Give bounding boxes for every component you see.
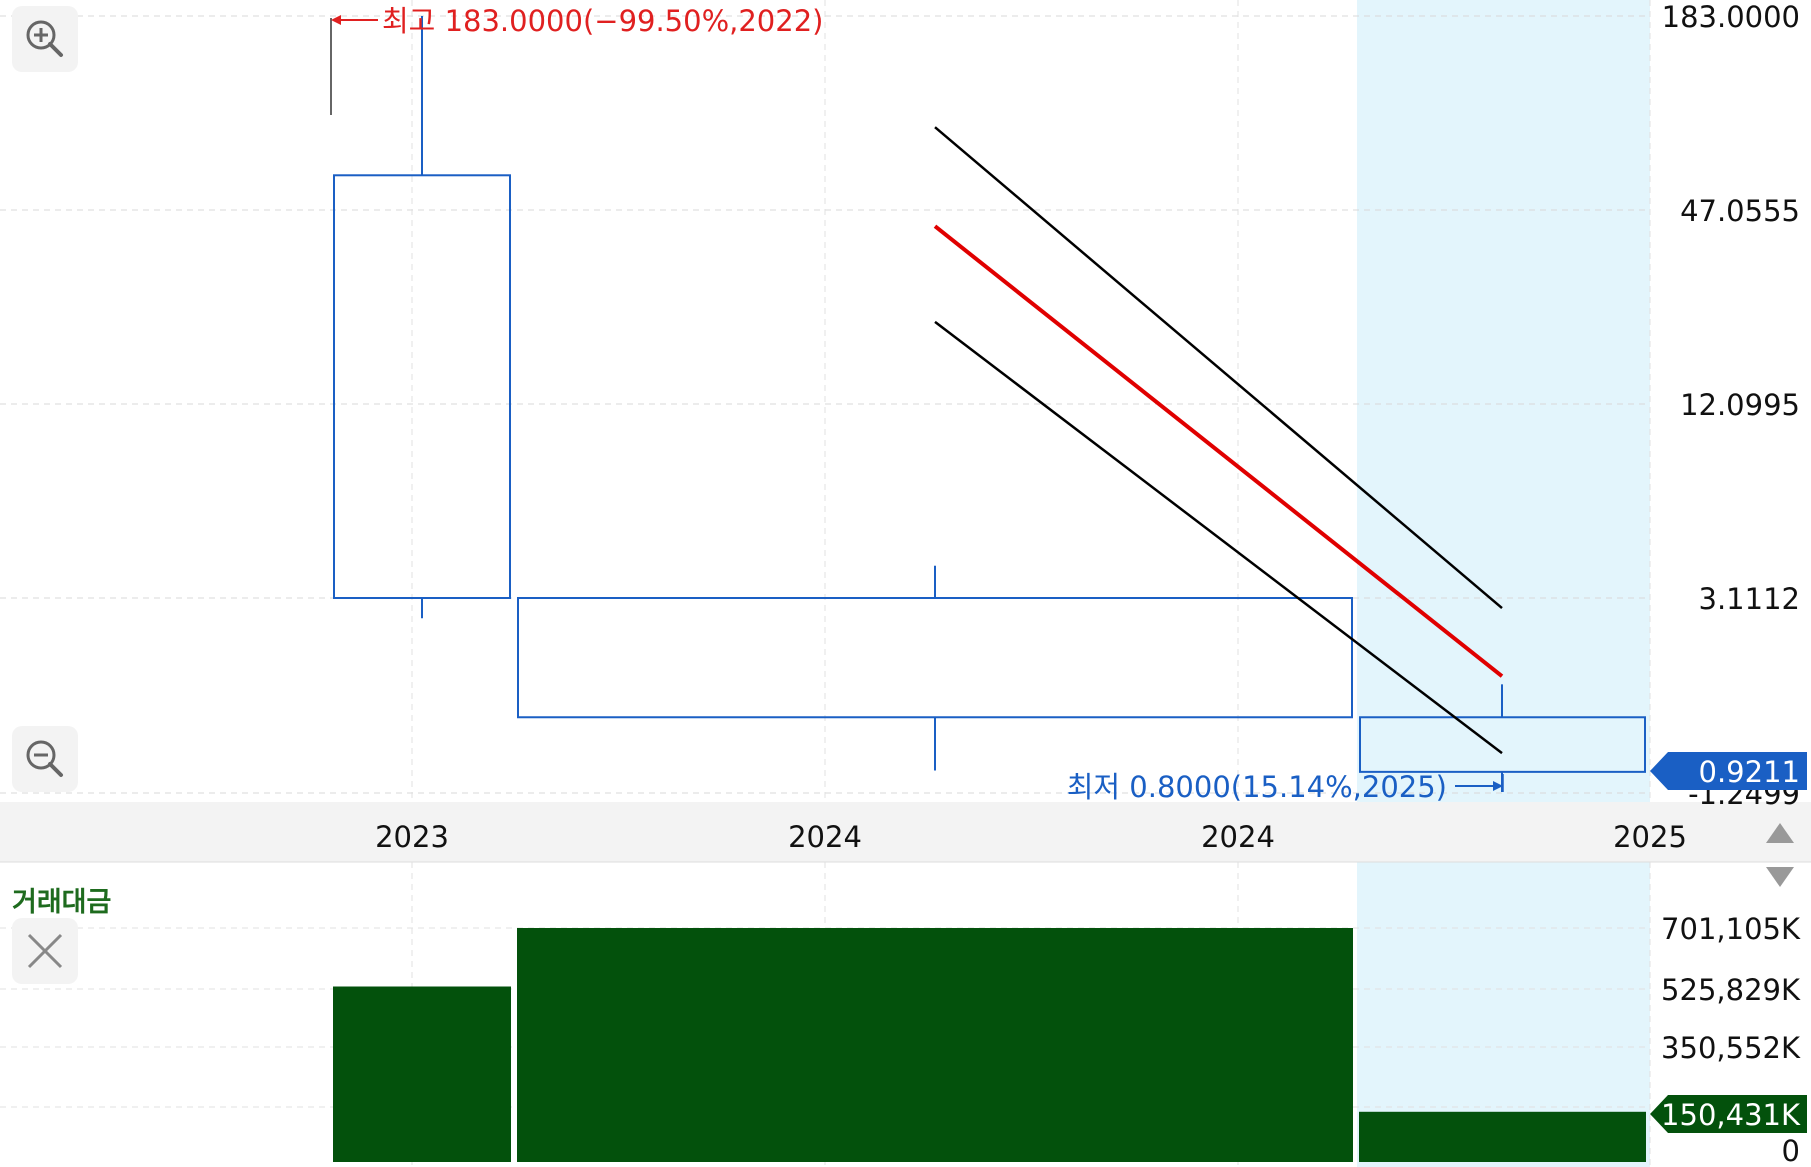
channel-line-lower: [934, 320, 1503, 755]
high-arrow-head: [331, 15, 341, 25]
x-tick-label: 2025: [1613, 820, 1687, 854]
axis-labels: 183.000047.055512.09953.1112-1.24990.921…: [375, 0, 1807, 1167]
period-highlight-price: [1357, 0, 1650, 802]
low-arrow-head: [1493, 781, 1503, 791]
price-tick-label: 12.0995: [1680, 388, 1800, 422]
volume-panel: [333, 928, 1646, 1162]
x-axis-strip: [0, 802, 1811, 862]
channel-line-middle: [933, 224, 1504, 678]
up-down-arrows-icon: [1766, 823, 1794, 887]
volume-tick-label: 525,829K: [1661, 973, 1801, 1007]
candle-body: [517, 597, 1353, 719]
volume-panel-title: 거래대금: [12, 887, 112, 918]
axis-scroll-control[interactable]: [1760, 815, 1800, 895]
zoom-out-button[interactable]: [12, 726, 78, 792]
channel-line-upper: [934, 126, 1503, 609]
magnifier-minus-icon: [26, 740, 63, 777]
price-tick-label: 183.0000: [1662, 0, 1800, 34]
annotations: 최고 183.0000(−99.50%,2022) 최저 0.8000(15.14…: [330, 4, 1504, 804]
magnifier-plus-icon: [26, 20, 63, 57]
x-tick-label: 2023: [375, 820, 449, 854]
close-x-icon: [27, 933, 63, 969]
volume-bar: [1359, 1111, 1646, 1162]
low-annotation: 최저 0.8000(15.14%,2025): [1067, 770, 1447, 804]
volume-bar: [333, 986, 511, 1162]
volume-tick-label: 701,105K: [1661, 912, 1801, 946]
price-tick-label: 3.1112: [1699, 582, 1800, 616]
volume-tick-label: 0: [1782, 1134, 1800, 1167]
x-tick-label: 2024: [1201, 820, 1275, 854]
volume-tick-label: 350,552K: [1661, 1031, 1801, 1065]
x-tick-label: 2024: [788, 820, 862, 854]
price-panel: [333, 16, 1646, 792]
price-tick-label: 47.0555: [1680, 194, 1800, 228]
current-volume-badge: [1650, 1095, 1807, 1133]
current-volume-label: 150,431K: [1661, 1098, 1801, 1132]
current-price-badge: [1650, 752, 1807, 790]
high-annotation: 최고 183.0000(−99.50%,2022): [382, 4, 823, 38]
volume-bar: [517, 928, 1353, 1162]
current-price-label: 0.9211: [1699, 755, 1800, 789]
candle-body: [1359, 716, 1646, 773]
candle-body: [333, 174, 511, 599]
zoom-in-button[interactable]: [12, 6, 78, 72]
close-volume-button[interactable]: [12, 918, 78, 984]
